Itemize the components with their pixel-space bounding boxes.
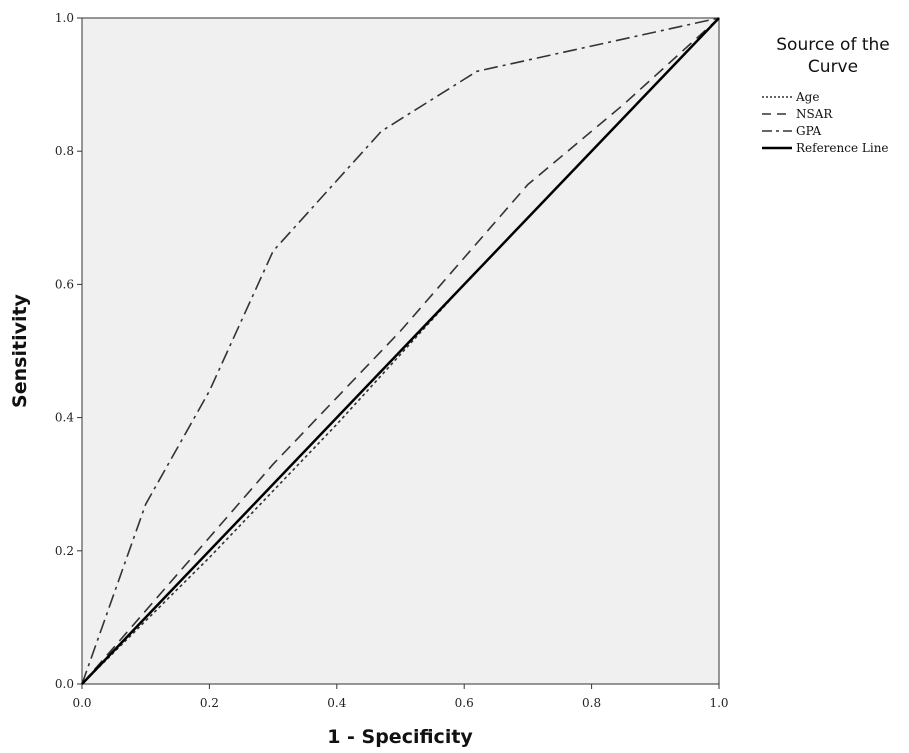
- y-tick-label: 0.0: [55, 677, 74, 691]
- x-tick-label: 1.0: [709, 696, 728, 710]
- series-line-reference-line: [81, 17, 720, 685]
- y-axis-title: Sensitivity: [9, 293, 31, 407]
- legend-label: Reference Line: [796, 141, 889, 155]
- x-tick-label: 0.6: [455, 696, 474, 710]
- x-axis: 0.0 0.2 0.4 0.6 0.8 1.0: [72, 684, 729, 710]
- y-axis: 0.0 0.2 0.4 0.6 0.8 1.0: [55, 11, 82, 691]
- x-tick-label: 0.2: [200, 696, 219, 710]
- y-tick-label: 0.2: [55, 544, 74, 558]
- legend-items: Age NSAR GPA Reference Line: [762, 90, 889, 155]
- x-tick-label: 0.8: [582, 696, 601, 710]
- x-tick-label: 0.0: [72, 696, 91, 710]
- legend-label: Age: [795, 90, 819, 104]
- y-tick-label: 0.4: [55, 411, 74, 425]
- x-axis-title: 1 - Specificity: [327, 726, 473, 748]
- series-line-nsar: [81, 17, 720, 685]
- series-line-gpa: [81, 17, 720, 685]
- legend: Source of the Curve Age NSAR GPA Reference …: [762, 35, 890, 155]
- y-tick-label: 0.8: [55, 144, 74, 158]
- x-tick-label: 0.4: [327, 696, 346, 710]
- series-layer: [81, 17, 720, 685]
- legend-label: GPA: [796, 124, 822, 138]
- y-tick-label: 1.0: [55, 11, 74, 25]
- legend-title-line2: Curve: [808, 57, 858, 77]
- legend-title-line1: Source of the: [776, 35, 889, 55]
- y-tick-label: 0.6: [55, 277, 74, 291]
- legend-label: NSAR: [796, 107, 833, 121]
